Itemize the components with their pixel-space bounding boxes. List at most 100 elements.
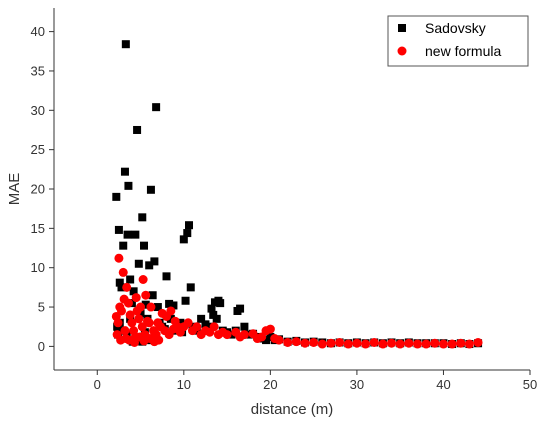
point-sadovsky [117,283,126,292]
x-tick-label: 20 [263,377,277,392]
legend-label-new-formula: new formula [425,43,501,59]
point-sadovsky [138,213,147,222]
point-sadovsky [216,299,225,308]
legend-marker-sadovsky [398,24,406,32]
point-sadovsky [148,291,157,300]
point-sadovsky [119,241,128,250]
point-sadovsky [150,257,159,266]
point-new-formula [146,302,156,312]
y-tick-label: 0 [38,339,45,354]
x-tick-label: 30 [350,377,364,392]
y-tick-label: 20 [31,182,45,197]
y-tick-label: 5 [38,300,45,315]
point-sadovsky [266,332,275,341]
point-new-formula [274,335,284,345]
point-new-formula [123,298,133,308]
point-sadovsky [240,322,249,331]
point-new-formula [395,339,405,349]
point-sadovsky [197,314,206,323]
point-new-formula [239,330,249,340]
axis-ticks: 0 10 20 30 40 50 0 5 10 15 20 25 30 35 40 [31,24,538,392]
point-sadovsky [181,296,190,305]
point-new-formula [265,324,275,334]
point-new-formula [136,302,146,312]
point-new-formula [131,293,141,303]
point-new-formula [183,318,193,328]
point-sadovsky [169,301,178,310]
point-sadovsky [115,278,124,287]
point-new-formula [257,332,267,342]
point-new-formula [387,338,397,348]
point-sadovsky [185,221,194,230]
point-sadovsky [207,304,216,313]
y-axis-title: MAE [6,173,23,206]
y-tick-label: 15 [31,221,45,236]
point-sadovsky [141,300,150,309]
point-sadovsky [183,229,192,238]
point-sadovsky [140,241,149,250]
point-sadovsky [165,299,174,308]
point-new-formula [447,339,457,349]
point-new-formula [154,335,164,345]
point-new-formula [144,318,154,328]
point-new-formula [464,339,474,349]
point-sadovsky [179,235,188,244]
point-new-formula [192,322,202,332]
point-sadovsky [166,314,175,323]
point-new-formula [138,275,148,284]
point-sadovsky [153,303,162,312]
point-new-formula [456,338,466,348]
point-new-formula [117,306,127,316]
legend-box [387,15,529,67]
point-sadovsky [201,320,210,329]
point-new-formula [404,338,414,348]
y-tick-label: 25 [31,142,45,157]
point-new-formula [412,339,422,349]
point-new-formula [335,337,345,347]
point-new-formula [113,318,123,328]
point-sadovsky [114,225,123,234]
point-sadovsky [123,230,132,239]
point-new-formula [222,330,232,340]
point-sadovsky [162,272,171,281]
x-tick-label: 50 [523,377,537,392]
point-sadovsky [121,40,130,49]
point-sadovsky [120,167,129,176]
point-sadovsky [134,259,143,268]
point-new-formula [166,306,176,316]
point-sadovsky [129,287,138,296]
point-sadovsky [131,230,140,239]
point-new-formula [326,338,336,348]
point-sadovsky [124,181,133,190]
point-new-formula [134,314,144,324]
point-new-formula [291,337,301,347]
y-tick-label: 30 [31,103,45,118]
point-new-formula [114,253,124,263]
point-new-formula [473,337,483,347]
data-points [111,40,483,349]
legend-label-sadovsky: Sadovsky [425,20,486,36]
point-new-formula [283,337,293,347]
point-new-formula [369,337,379,347]
x-tick-label: 0 [94,377,101,392]
point-sadovsky [152,103,161,112]
point-sadovsky [186,283,195,292]
point-sadovsky [212,314,221,323]
point-new-formula [209,322,219,332]
point-sadovsky [236,304,245,313]
point-sadovsky [126,275,135,284]
point-new-formula [421,339,431,349]
legend: Sadovsky new formula [387,15,529,67]
point-new-formula [125,310,135,320]
y-tick-label: 10 [31,260,45,275]
y-tick-label: 40 [31,24,45,39]
point-sadovsky [146,185,155,194]
point-sadovsky [145,261,154,270]
point-new-formula [317,339,327,349]
point-new-formula [378,339,388,349]
y-tick-label: 35 [31,63,45,78]
point-new-formula [309,337,319,347]
x-axis-title: distance (m) [251,401,334,418]
point-new-formula [438,339,448,349]
